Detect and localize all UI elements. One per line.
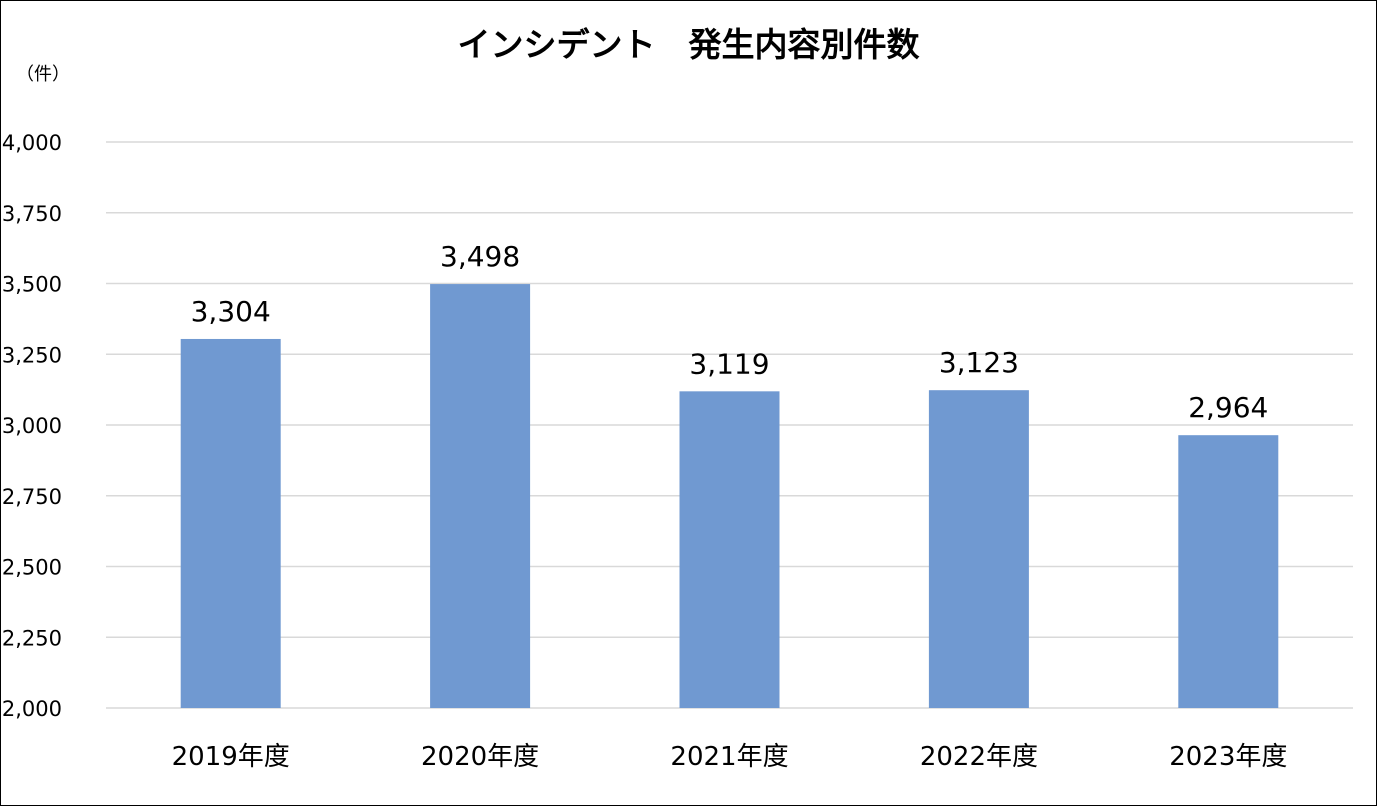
data-label: 3,119 xyxy=(689,347,769,380)
bar-2020年度 xyxy=(430,284,531,708)
y-tick-label: 2,750 xyxy=(2,485,62,509)
x-category-label: 2023年度 xyxy=(1169,742,1287,772)
data-label: 3,304 xyxy=(191,295,271,328)
y-tick-label: 2,250 xyxy=(2,626,62,650)
bar-2023年度 xyxy=(1178,435,1279,708)
y-tick-label: 4,000 xyxy=(2,131,62,155)
x-axis-categories: 2019年度 2020年度 2021年度 2022年度 2023年度 xyxy=(172,742,1288,772)
bar-2019年度 xyxy=(180,338,281,708)
bar-2022年度 xyxy=(928,390,1029,708)
bars xyxy=(180,284,1279,708)
y-axis-ticks: 2,000 2,250 2,500 2,750 3,000 3,250 3,500 3,750… xyxy=(2,131,62,721)
bar-2021年度 xyxy=(679,391,780,708)
x-category-label: 2020年度 xyxy=(421,742,539,772)
y-tick-label: 3,500 xyxy=(2,273,62,297)
y-axis-unit-label: （件） xyxy=(16,64,70,85)
y-tick-label: 3,750 xyxy=(2,202,62,226)
data-label: 3,498 xyxy=(440,240,520,273)
data-label: 2,964 xyxy=(1188,391,1268,424)
y-tick-label: 2,000 xyxy=(2,697,62,721)
data-labels: 3,304 3,498 3,119 3,123 2,964 xyxy=(191,240,1269,424)
y-tick-label: 3,000 xyxy=(2,414,62,438)
x-category-label: 2021年度 xyxy=(670,742,788,772)
y-tick-label: 3,250 xyxy=(2,343,62,367)
y-tick-label: 2,500 xyxy=(2,556,62,580)
x-category-label: 2022年度 xyxy=(920,742,1038,772)
chart-title: インシデント 発生内容別件数 xyxy=(457,25,920,64)
x-category-label: 2019年度 xyxy=(172,742,290,772)
data-label: 3,123 xyxy=(939,346,1019,379)
